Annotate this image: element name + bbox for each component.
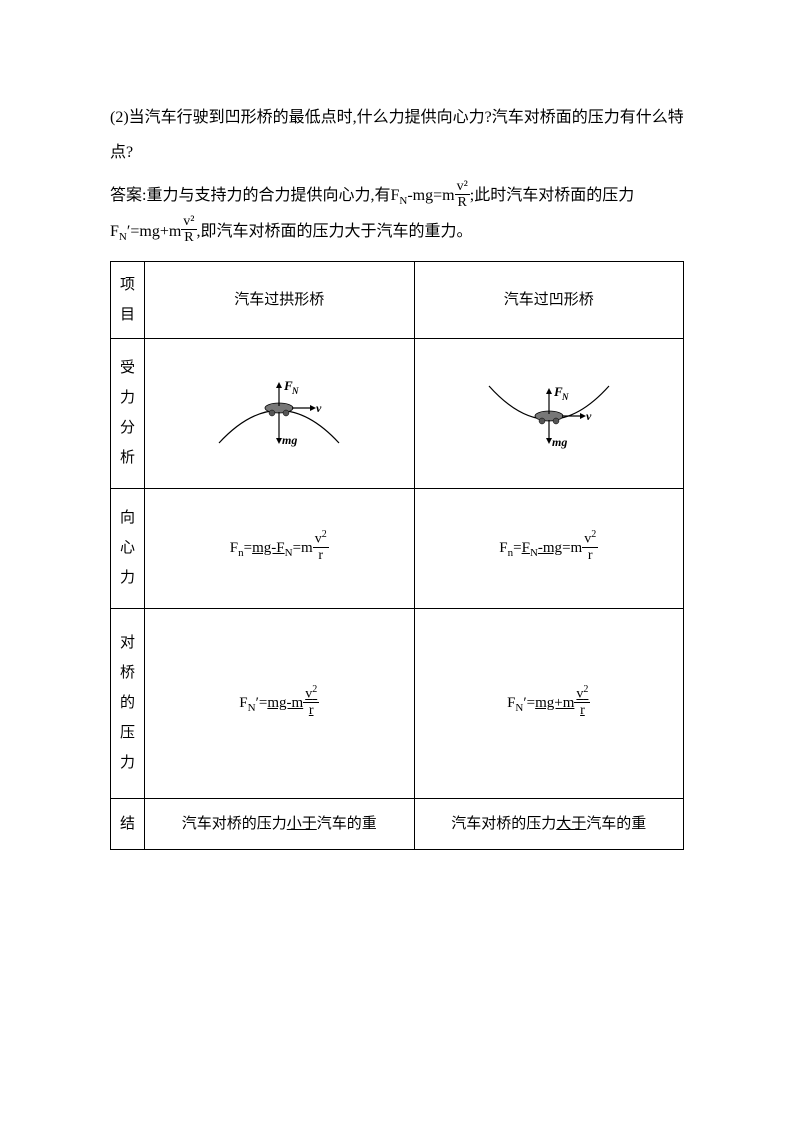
fc-den: r	[582, 548, 598, 563]
answer-prime: ′=mg+m	[127, 223, 181, 240]
pc-u1: mg+m	[535, 695, 574, 711]
svg-text:mg: mg	[552, 435, 567, 449]
row-force-analysis: 受力分析 F N v mg	[111, 338, 684, 488]
svg-text:N: N	[291, 386, 299, 396]
concave-conclusion: 汽车对桥的压力大于汽车的重	[414, 798, 684, 849]
f-u1: mg-F	[252, 540, 285, 556]
fc-frac: v2r	[582, 529, 598, 563]
pressure-label: 对桥的压力	[111, 608, 145, 798]
row-pressure: 对桥的压力 FN′=mg-mv2r FN′=mg+mv2r	[111, 608, 684, 798]
concave-pressure: FN′=mg+mv2r	[414, 608, 684, 798]
question-text: (2)当汽车行驶到凹形桥的最低点时,什么力提供向心力?汽车对桥面的压力有什么特点…	[110, 100, 684, 170]
conclusion-label: 结	[111, 798, 145, 849]
svg-text:N: N	[561, 392, 569, 402]
answer-tail: ,即汽车对桥面的压力大于汽车的重力。	[197, 223, 473, 240]
arch-diagram-cell: F N v mg	[145, 338, 415, 488]
force-analysis-label: 受力分析	[111, 338, 145, 488]
arch-centripetal: Fn=mg-FN=mv2r	[145, 488, 415, 608]
arch-conclusion: 汽车对桥的压力小于汽车的重	[145, 798, 415, 849]
centripetal-label-text: 向心力	[115, 503, 140, 593]
p-sub: N	[248, 702, 256, 714]
fc-u2: -mg	[538, 540, 562, 556]
cc-pre: 汽车对桥的压力	[451, 816, 556, 832]
p-prime: ′=	[256, 695, 268, 711]
fc-eq: =	[513, 540, 521, 556]
frac2-den: R	[181, 230, 196, 245]
f-den: r	[313, 548, 329, 563]
p-pre: F	[239, 695, 247, 711]
header-col2: 汽车过凹形桥	[414, 261, 684, 338]
header-col1: 汽车过拱形桥	[145, 261, 415, 338]
arch-pressure: FN′=mg-mv2r	[145, 608, 415, 798]
f-u1s: N	[285, 547, 293, 559]
f-frac: v2r	[313, 529, 329, 563]
header-col0-text: 项目	[115, 270, 140, 330]
frac1-den: R	[455, 195, 470, 210]
answer-frac1: v²R	[455, 179, 470, 211]
concave-bridge-diagram: F N v mg	[474, 368, 624, 458]
fc-mid: =m	[562, 540, 582, 556]
f-eq: =	[244, 540, 252, 556]
svg-text:v: v	[316, 401, 322, 415]
answer-text: 答案:重力与支持力的合力提供向心力,有FN-mg=mv²R;此时汽车对桥面的压力…	[110, 178, 684, 248]
force-analysis-label-text: 受力分析	[115, 353, 140, 473]
p-frac: v2r	[303, 684, 319, 718]
f-mid: =m	[293, 540, 313, 556]
cc-post: 汽车的重	[586, 816, 646, 832]
row-conclusion: 结 汽车对桥的压力小于汽车的重 汽车对桥的压力大于汽车的重	[111, 798, 684, 849]
pc-frac: v2r	[574, 684, 590, 718]
p-u1: mg-m	[267, 695, 303, 711]
answer-frac2: v²R	[181, 214, 196, 246]
frac2-num: v²	[181, 214, 196, 230]
svg-text:mg: mg	[282, 433, 297, 447]
cc-u: 大于	[556, 816, 586, 832]
p-den: r	[303, 703, 319, 718]
pc-prime: ′=	[523, 695, 535, 711]
comparison-table: 项目 汽车过拱形桥 汽车过凹形桥 受力分析 F N v	[110, 261, 684, 850]
table-header-row: 项目 汽车过拱形桥 汽车过凹形桥	[111, 261, 684, 338]
answer-sub2: N	[119, 231, 127, 243]
pressure-label-text: 对桥的压力	[115, 628, 140, 778]
svg-text:v: v	[586, 409, 592, 423]
concave-diagram-cell: F N v mg	[414, 338, 684, 488]
f-pre: F	[230, 540, 238, 556]
f-num: v	[315, 532, 322, 547]
ac-pre: 汽车对桥的压力	[182, 816, 287, 832]
fc-pre: F	[499, 540, 507, 556]
frac1-num: v²	[455, 179, 470, 195]
ac-post: 汽车的重	[317, 816, 377, 832]
centripetal-label: 向心力	[111, 488, 145, 608]
fc-u1s: N	[530, 547, 538, 559]
row-centripetal: 向心力 Fn=mg-FN=mv2r Fn=FN-mg=mv2r	[111, 488, 684, 608]
arch-bridge-diagram: F N v mg	[204, 368, 354, 458]
pc-den: r	[574, 703, 590, 718]
answer-prefix: 答案:重力与支持力的合力提供向心力,有F	[110, 187, 399, 204]
answer-mid1: -mg=m	[407, 187, 454, 204]
header-col0: 项目	[111, 261, 145, 338]
concave-centripetal: Fn=FN-mg=mv2r	[414, 488, 684, 608]
fc-u1: F	[522, 540, 530, 556]
ac-u: 小于	[287, 816, 317, 832]
